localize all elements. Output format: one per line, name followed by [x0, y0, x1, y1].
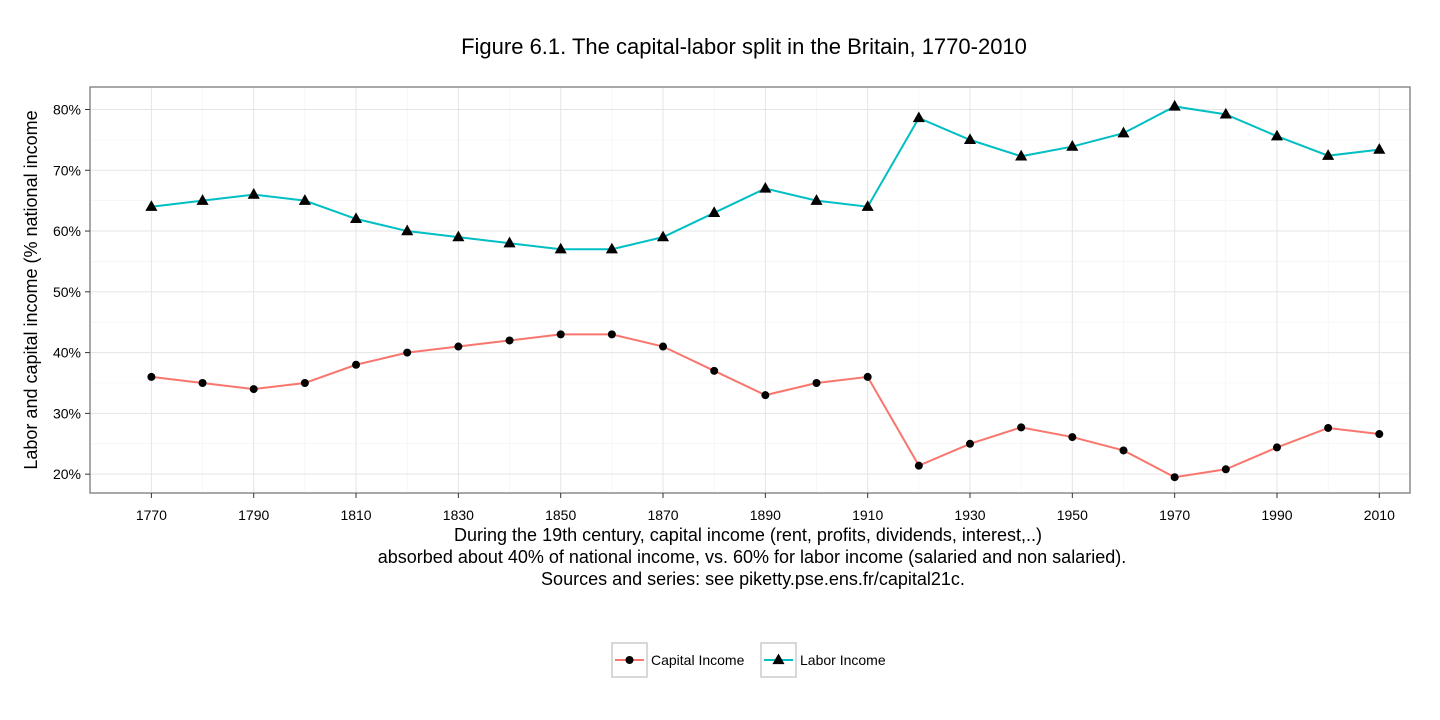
data-point-labor: [605, 242, 618, 254]
x-axis-label-line-1: During the 19th century, capital income …: [454, 525, 1042, 545]
x-tick-label: 1930: [954, 507, 985, 523]
data-point-labor: [1373, 143, 1386, 154]
x-tick-label: 1770: [136, 507, 167, 523]
data-point-labor: [1117, 126, 1130, 138]
data-point-capital: [914, 461, 923, 470]
data-point-capital: [607, 330, 616, 339]
series-layer: [145, 99, 1386, 482]
data-point-labor: [810, 194, 823, 205]
data-point-capital: [1170, 473, 1179, 482]
data-point-capital: [147, 372, 156, 381]
data-point-capital: [659, 342, 668, 351]
legend-marker-capital: [625, 656, 634, 664]
x-tick-label: 1830: [443, 507, 474, 523]
data-point-capital: [505, 336, 514, 345]
data-point-capital: [761, 391, 770, 400]
data-point-labor: [145, 200, 158, 211]
data-point-labor: [1066, 140, 1079, 151]
y-tick-label: 80%: [53, 101, 81, 117]
data-point-capital: [1017, 423, 1026, 432]
data-point-labor: [656, 230, 670, 242]
data-point-labor: [1015, 149, 1028, 161]
data-point-capital: [710, 366, 719, 375]
data-point-capital: [249, 385, 258, 394]
data-point-capital: [1375, 430, 1384, 439]
data-point-capital: [812, 378, 821, 387]
y-axis-label: Labor and capital income (% national inc…: [21, 110, 41, 469]
x-axis-label: During the 19th century, capital income …: [378, 525, 1126, 589]
legend: Capital Income Labor Income: [611, 642, 886, 678]
data-point-labor: [1322, 149, 1335, 160]
plot-area: [89, 86, 1411, 494]
data-point-labor: [503, 236, 516, 248]
x-tick-label: 1890: [750, 507, 781, 523]
x-tick-label: 1990: [1261, 507, 1292, 523]
data-point-capital: [1221, 465, 1230, 474]
grid: [90, 87, 1410, 493]
data-point-capital: [966, 439, 974, 448]
x-tick-label: 1970: [1159, 507, 1190, 523]
x-tick-label: 1950: [1057, 507, 1088, 523]
data-point-labor: [861, 200, 874, 211]
data-point-labor: [196, 194, 209, 205]
data-point-labor: [912, 111, 925, 123]
data-point-capital: [1272, 443, 1281, 452]
data-point-labor: [247, 188, 260, 199]
data-point-labor: [298, 194, 311, 205]
y-tick-label: 40%: [53, 345, 81, 361]
data-point-capital: [300, 378, 309, 387]
data-point-capital: [1324, 423, 1333, 432]
legend-label-capital: Capital Income: [651, 652, 745, 668]
data-point-labor: [452, 230, 465, 242]
data-point-capital: [454, 342, 463, 351]
x-axis-label-line-3: Sources and series: see piketty.pse.ens.…: [541, 569, 965, 589]
y-tick-label: 20%: [53, 466, 81, 482]
legend-marker-labor: [772, 653, 785, 665]
data-point-capital: [352, 360, 361, 369]
x-axis-label-line-2: absorbed about 40% of national income, v…: [378, 547, 1126, 567]
x-tick-label: 1850: [545, 507, 576, 523]
legend-item-labor: Labor Income: [760, 642, 886, 678]
data-point-labor: [1270, 129, 1284, 141]
series-capital: [147, 330, 1384, 482]
x-tick-label: 2010: [1364, 507, 1395, 523]
y-axis: 20% 30% 40% 50% 60% 70% 80%: [53, 101, 90, 482]
data-point-labor: [1219, 107, 1232, 119]
data-point-labor: [708, 206, 721, 217]
y-tick-label: 60%: [53, 223, 81, 239]
data-point-capital: [863, 372, 872, 381]
x-tick-label: 1790: [238, 507, 269, 523]
data-point-capital: [403, 348, 412, 357]
data-point-labor: [759, 181, 772, 193]
chart-title: Figure 6.1. The capital-labor split in t…: [461, 34, 1027, 59]
x-axis: 1770 1790 1810 1830 1850 1870 1890 1910 1930 1950…: [136, 493, 1395, 523]
legend-item-capital: Capital Income: [611, 642, 745, 678]
data-point-capital: [1119, 446, 1128, 455]
y-tick-label: 30%: [53, 405, 81, 421]
data-point-labor: [401, 224, 414, 236]
series-labor: [145, 99, 1386, 254]
plot-border: [89, 86, 1411, 494]
y-tick-label: 50%: [53, 284, 81, 300]
data-point-labor: [1168, 99, 1181, 111]
plot-panel: [89, 86, 1411, 494]
x-tick-label: 1810: [340, 507, 371, 523]
data-point-labor: [963, 133, 977, 145]
data-point-capital: [1068, 433, 1077, 442]
y-tick-label: 70%: [53, 162, 81, 178]
data-point-labor: [349, 212, 363, 224]
data-point-capital: [198, 378, 207, 387]
x-tick-label: 1910: [852, 507, 883, 523]
x-tick-label: 1870: [647, 507, 678, 523]
legend-label-labor: Labor Income: [800, 652, 886, 668]
data-point-capital: [556, 330, 565, 339]
data-point-labor: [554, 242, 567, 254]
